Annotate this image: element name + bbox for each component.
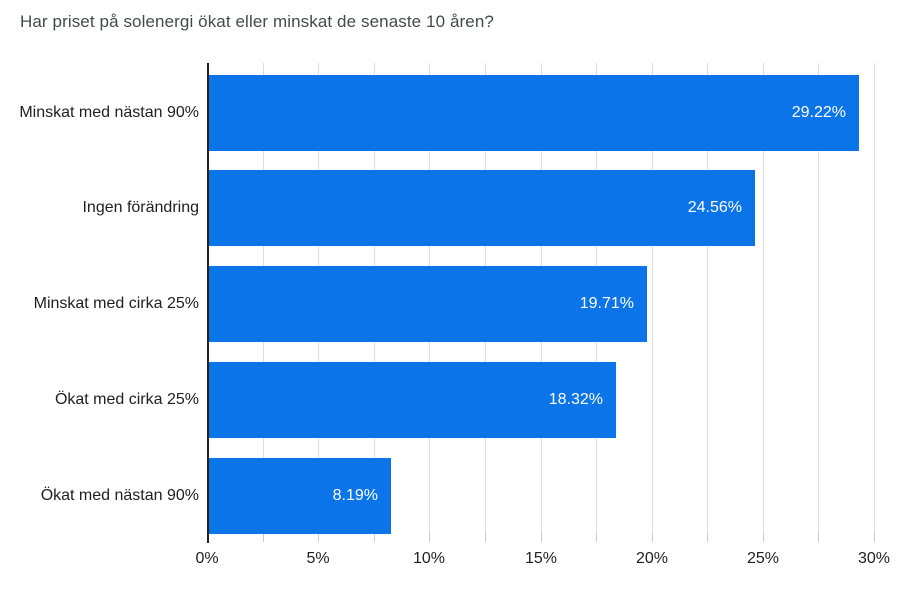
category-label: Minskat med cirka 25% (33, 295, 199, 312)
axis-tick (818, 533, 819, 542)
axis-tick (485, 533, 486, 542)
category-label: Ökat med nästan 90% (40, 487, 199, 504)
x-tick-label: 10% (412, 550, 446, 567)
axis-tick (318, 533, 319, 542)
axis-tick (763, 533, 764, 542)
x-tick-label: 25% (746, 550, 780, 567)
axis-tick (652, 533, 653, 542)
x-tick-label: 15% (524, 550, 558, 567)
plot-area: 29.22% 24.56% 19.71% 18.32% 8.19% (207, 63, 891, 543)
gridline (874, 63, 875, 533)
bar-value-label: 24.56% (687, 199, 742, 216)
x-tick-label: 5% (306, 550, 330, 567)
axis-tick (541, 533, 542, 542)
axis-tick (374, 533, 375, 542)
gridline (652, 63, 653, 533)
axis-tick (874, 533, 875, 542)
chart-bar: 8.19% (209, 458, 391, 534)
chart-title: Har priset på solenergi ökat eller minsk… (20, 12, 494, 31)
category-axis: Minskat med nästan 90% Ingen förändring Mi… (0, 63, 199, 543)
category-label: Minskat med nästan 90% (19, 104, 199, 121)
axis-tick (263, 533, 264, 542)
category-label: Ingen förändring (82, 199, 199, 216)
chart-bar: 18.32% (209, 362, 616, 438)
x-tick-label: 0% (195, 550, 219, 567)
bar-value-label: 19.71% (579, 295, 634, 312)
bar-value-label: 8.19% (332, 487, 378, 504)
gridline (707, 63, 708, 533)
x-tick-label: 20% (635, 550, 669, 567)
bar-value-label: 29.22% (791, 104, 846, 121)
gridline (763, 63, 764, 533)
y-axis-line (207, 63, 209, 543)
category-label: Ökat med cirka 25% (54, 391, 199, 408)
x-tick-label: 30% (857, 550, 891, 567)
axis-tick (596, 533, 597, 542)
gridline (818, 63, 819, 533)
x-axis-labels: 0% 5% 10% 15% 20% 25% 30% (195, 550, 891, 572)
chart-bar: 24.56% (209, 170, 755, 246)
chart-bar: 19.71% (209, 266, 647, 342)
bar-value-label: 18.32% (548, 391, 603, 408)
axis-tick (429, 533, 430, 542)
axis-tick (707, 533, 708, 542)
chart-bar: 29.22% (209, 75, 859, 151)
